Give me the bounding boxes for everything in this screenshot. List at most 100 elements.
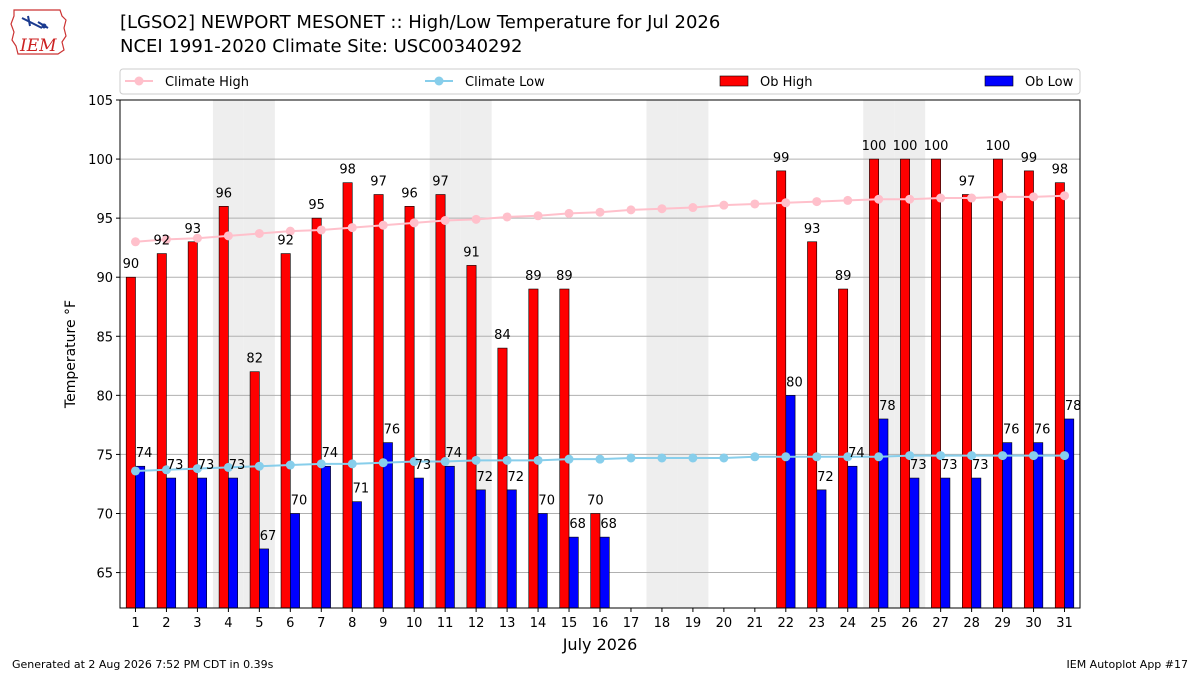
x-tick-label: 13 — [499, 616, 516, 631]
climate-low-point — [471, 455, 481, 465]
ob-high-label: 100 — [924, 139, 949, 154]
chart-title: [LGSO2] NEWPORT MESONET :: High/Low Temp… — [120, 12, 721, 33]
ob-low-bar — [599, 536, 610, 609]
climate-high-point — [936, 193, 946, 203]
legend-box — [119, 68, 1081, 95]
ob-low-label: 73 — [229, 458, 246, 473]
x-tick-label: 4 — [224, 616, 232, 631]
ob-low-label: 72 — [477, 470, 494, 485]
ob-high-bar — [992, 158, 1003, 609]
climate-high-point — [812, 197, 822, 207]
ob-low-label: 76 — [1003, 423, 1020, 438]
ob-low-bar — [135, 465, 146, 609]
x-tick-label: 25 — [870, 616, 887, 631]
x-tick-label: 15 — [561, 616, 578, 631]
climate-high-point — [967, 193, 977, 203]
x-tick-label: 27 — [932, 616, 949, 631]
x-tick-label: 19 — [685, 616, 702, 631]
ob-high-bar — [1054, 182, 1065, 609]
climate-high-point — [719, 200, 729, 210]
ob-high-bar — [156, 253, 167, 609]
climate-low-point — [1029, 451, 1039, 461]
climate-low-point — [254, 461, 264, 471]
climate-high-point — [192, 233, 202, 243]
y-tick-label: 85 — [96, 330, 113, 345]
climate-low-point — [719, 453, 729, 463]
climate-low-point — [378, 458, 388, 468]
ob-high-bar — [528, 288, 539, 609]
ob-low-label: 73 — [167, 458, 184, 473]
x-tick-label: 5 — [255, 616, 263, 631]
ob-low-bar — [382, 442, 393, 609]
x-tick-label: 17 — [623, 616, 640, 631]
ob-high-label: 82 — [246, 352, 263, 367]
ob-high-bar — [931, 158, 941, 609]
y-tick-label: 75 — [96, 448, 113, 463]
ob-high-bar — [497, 347, 508, 609]
y-tick-label: 65 — [96, 567, 113, 582]
climate-high-point — [657, 204, 667, 214]
autoplot-app-label: IEM Autoplot App #17 — [1066, 658, 1189, 671]
climate-high-point — [533, 211, 543, 221]
x-tick-label: 21 — [747, 616, 764, 631]
ob-high-label: 90 — [123, 257, 140, 272]
climate-low-point — [905, 451, 915, 461]
ob-high-label: 92 — [154, 234, 171, 249]
climate-high-point — [1029, 192, 1039, 202]
ob-low-bar — [537, 513, 548, 609]
ob-high-bar — [559, 288, 570, 609]
ob-low-bar — [506, 489, 517, 609]
climate-low-point — [967, 451, 977, 461]
ob-low-label: 80 — [786, 375, 803, 390]
ob-low-bar — [290, 513, 300, 609]
ob-high-bar — [280, 253, 291, 609]
ob-high-label: 89 — [556, 269, 573, 284]
ob-high-label: 100 — [893, 139, 918, 154]
climate-low-point — [347, 459, 357, 469]
climate-high-point — [130, 237, 140, 247]
ob-low-bar — [940, 477, 951, 609]
ob-low-bar — [475, 489, 486, 609]
ob-high-bar — [900, 158, 910, 609]
climate-low-point — [285, 460, 295, 470]
climate-low-point — [936, 451, 946, 461]
ob-low-label: 78 — [1065, 399, 1082, 414]
ob-low-bar — [909, 477, 920, 609]
ob-low-bar — [320, 465, 331, 609]
ob-low-label: 74 — [322, 446, 339, 461]
climate-high-point — [440, 216, 450, 226]
ob-high-label: 99 — [773, 151, 790, 166]
ob-high-label: 99 — [1021, 151, 1038, 166]
ob-low-label: 73 — [198, 458, 215, 473]
y-tick-label: 70 — [96, 507, 113, 522]
y-axis-label: Temperature °F — [63, 300, 79, 409]
climate-high-point — [905, 194, 915, 204]
x-tick-label: 29 — [994, 616, 1011, 631]
ob-high-label: 100 — [986, 139, 1011, 154]
climate-low-point — [440, 457, 450, 467]
ob-high-label: 98 — [1052, 163, 1069, 178]
ob-low-label: 73 — [972, 458, 989, 473]
ob-low-bar — [259, 548, 269, 609]
climate-low-point — [316, 459, 326, 469]
climate-low-point — [781, 452, 791, 462]
x-tick-label: 6 — [286, 616, 294, 631]
ob-high-label: 98 — [339, 163, 356, 178]
climate-high-point — [626, 205, 636, 215]
climate-low-point — [657, 453, 667, 463]
ob-high-bar — [125, 276, 136, 609]
climate-low-point — [843, 452, 853, 462]
ob-low-label: 74 — [136, 446, 153, 461]
ob-high-bar — [466, 265, 477, 609]
ob-low-bar — [785, 395, 796, 609]
x-tick-label: 28 — [963, 616, 980, 631]
ob-low-label: 76 — [1034, 423, 1051, 438]
climate-low-point — [564, 454, 574, 464]
climate-high-point — [781, 198, 791, 208]
ob-low-label: 73 — [910, 458, 927, 473]
climate-low-point — [998, 451, 1008, 461]
x-tick-label: 16 — [592, 616, 609, 631]
iem-logo: IEM — [8, 6, 70, 62]
ob-high-bar — [807, 241, 818, 609]
ob-high-bar — [962, 194, 972, 609]
